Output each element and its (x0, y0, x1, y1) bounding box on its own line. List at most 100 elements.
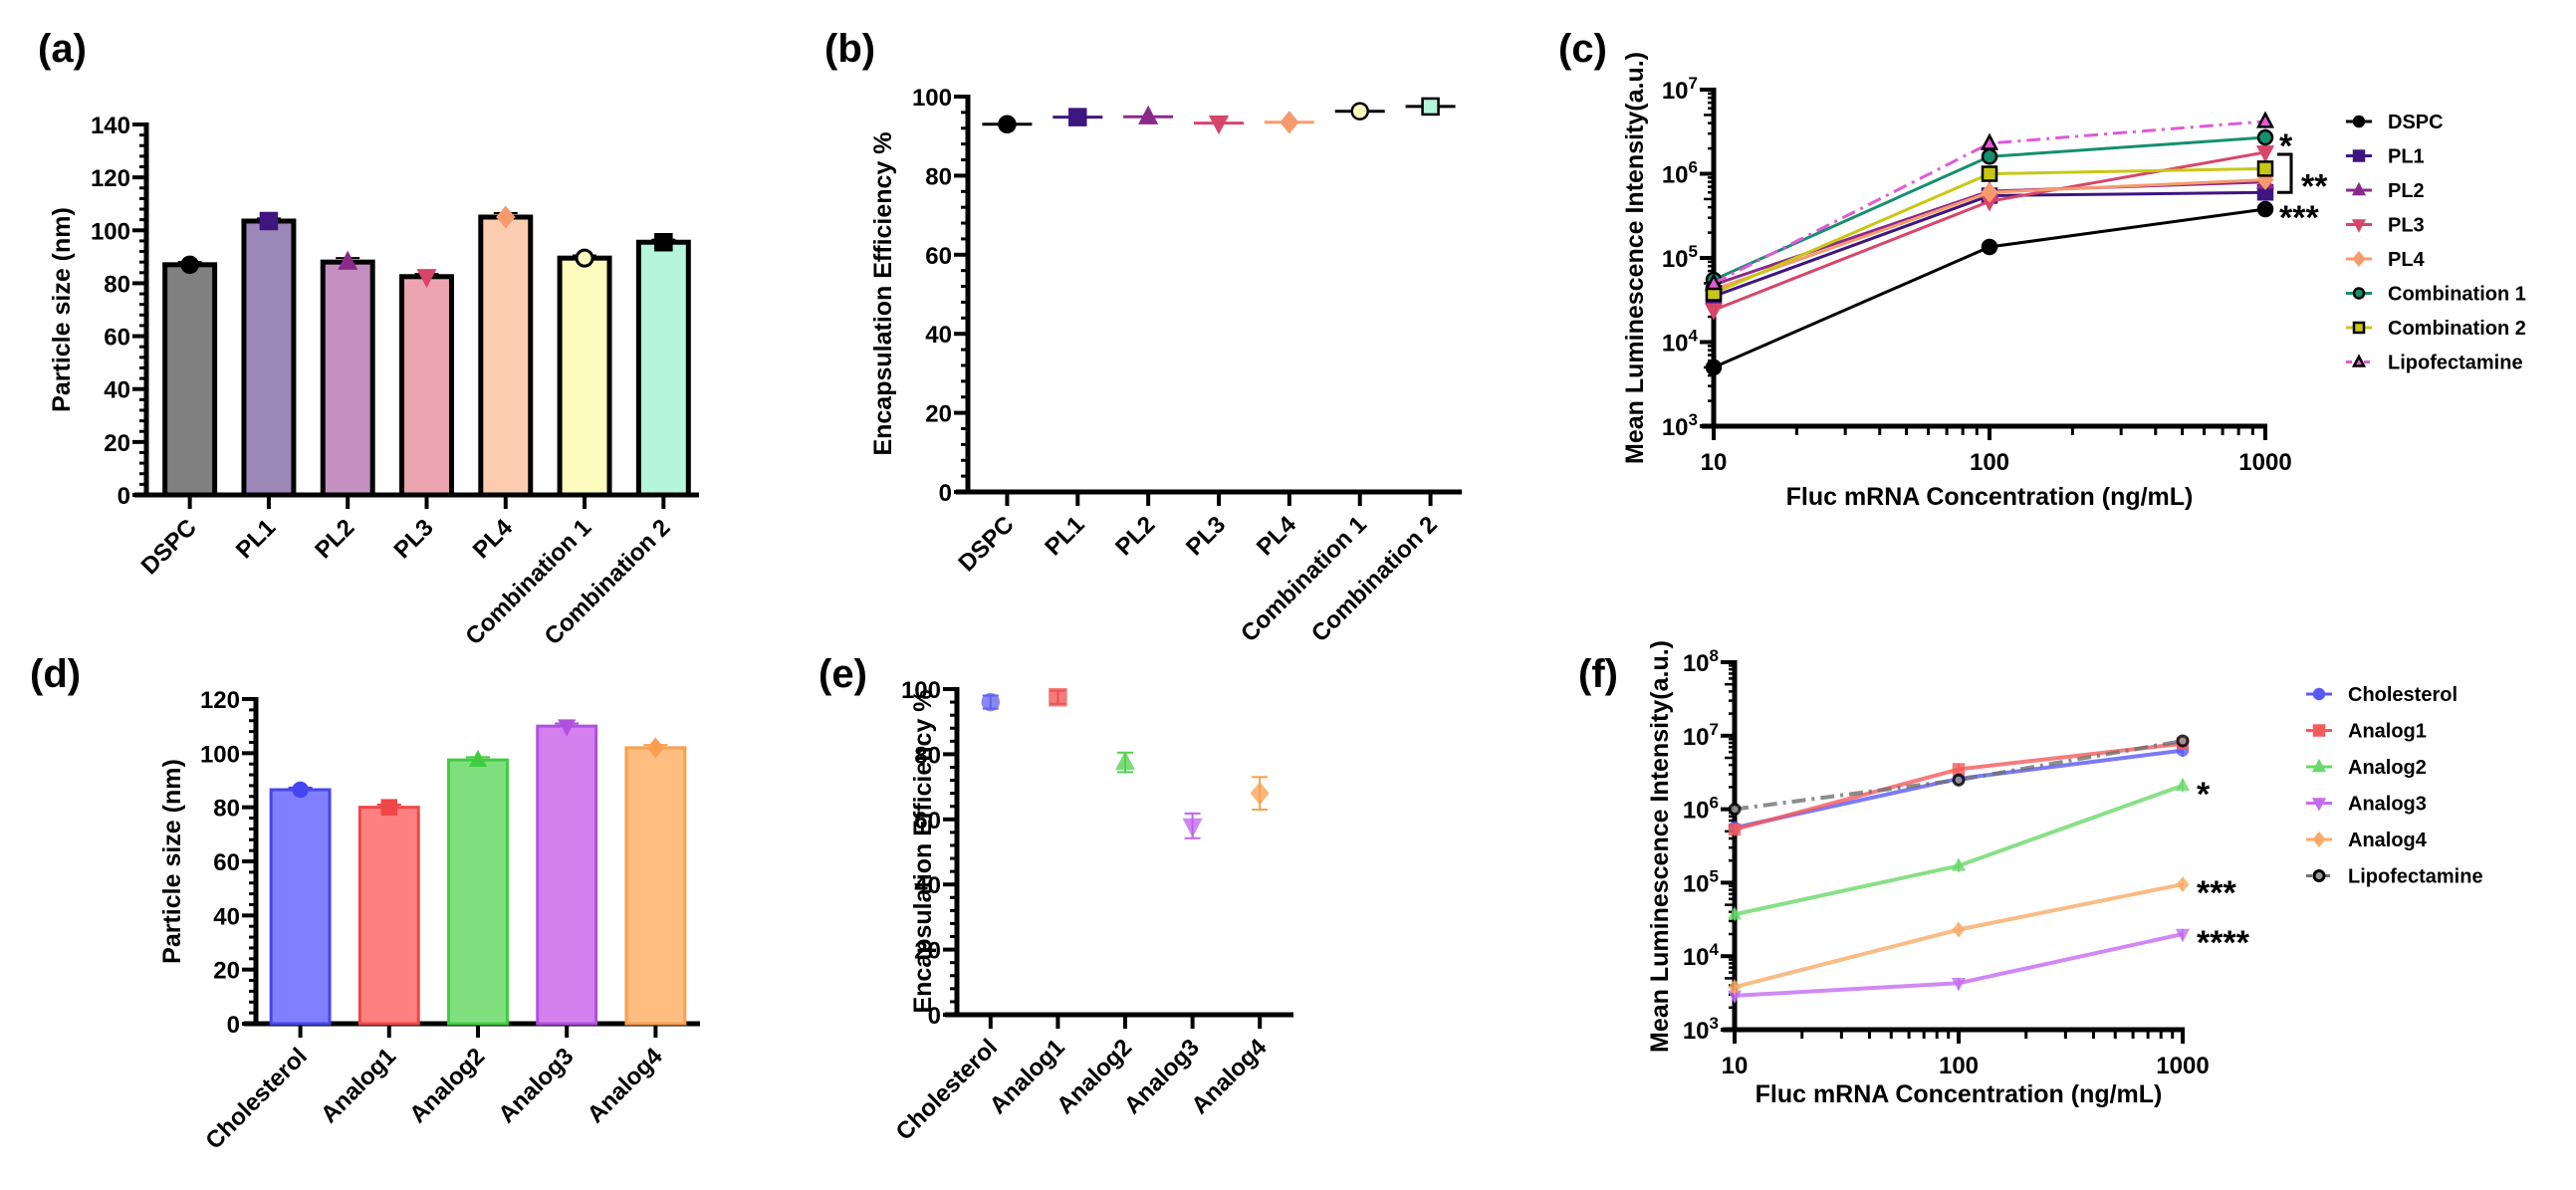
y-tick-label: 104 (1683, 940, 1720, 971)
data-marker (180, 255, 199, 275)
series-analog3 (1727, 928, 2191, 1005)
data-point (1951, 857, 1967, 871)
legend-marker (2312, 687, 2326, 701)
data-marker (380, 799, 398, 816)
series-analog4 (1728, 876, 2190, 996)
bar (478, 214, 534, 498)
y-tick-label: 120 (200, 687, 240, 714)
data-point (981, 692, 1001, 712)
panel-a: (a) 0 20 40 60 80 100 120 140 Particle size (nm) D… (38, 27, 699, 650)
y-tick-label: 80 (925, 163, 952, 190)
data-point (1728, 803, 1742, 817)
bar (624, 746, 687, 1026)
data-point (1114, 751, 1136, 771)
y-tick-label: 107 (1662, 74, 1698, 105)
data-point (1728, 979, 1742, 996)
x-tick-label: PL2 (310, 514, 359, 564)
legend-marker (2352, 251, 2366, 267)
panel-label: (c) (1558, 27, 1607, 71)
data-point (1981, 165, 1998, 182)
data-point (2255, 111, 2275, 128)
panel-c: (c) 103 104 105 106 107 10 100 1000 Fluc mRNA Con… (1558, 27, 2526, 511)
data-point (1727, 906, 1743, 920)
y-tick-label: 20 (925, 401, 952, 428)
panel-label: (f) (1578, 652, 1618, 696)
data-marker (654, 232, 673, 252)
y-tick-label: 0 (928, 1003, 941, 1030)
legend-label: DSPC (2388, 112, 2444, 133)
y-tick-label: 20 (104, 430, 130, 457)
y-tick-label: 60 (914, 808, 941, 834)
series-line (1734, 741, 2184, 832)
data-marker (259, 211, 279, 231)
data-point (2175, 928, 2191, 943)
y-tick-label: 105 (1662, 242, 1698, 273)
series-line (1734, 783, 2184, 917)
y-tick-label: 20 (914, 938, 941, 965)
data-marker (646, 737, 665, 759)
y-axis-label: Mean Luminescence Intensity(a.u.) (1646, 640, 1674, 1053)
legend-label: Combination 1 (2388, 284, 2526, 306)
y-tick-label: 104 (1662, 327, 1699, 357)
data-point (1952, 921, 1966, 938)
data-point (1350, 102, 1369, 120)
x-tick-label: PL3 (1181, 511, 1231, 561)
panel-label: (b) (824, 27, 875, 71)
x-tick-label: PL1 (231, 514, 281, 564)
panel-label: (e) (819, 652, 867, 696)
y-axis-label: Particle size (nm) (48, 207, 76, 412)
x-tick-label: PL3 (389, 514, 439, 564)
series-line (1713, 207, 2266, 369)
x-tick-label: 1000 (2238, 449, 2291, 476)
data-marker (468, 749, 488, 767)
x-tick-label: Analog1 (316, 1043, 401, 1128)
x-tick-label: DSPC (953, 511, 1019, 577)
x-tick-label: Analog2 (404, 1043, 490, 1128)
y-tick-label: 103 (1662, 410, 1698, 441)
data-point (1421, 97, 1440, 117)
y-tick-label: 106 (1683, 794, 1719, 825)
data-point (1705, 358, 1723, 376)
legend-marker (2352, 149, 2366, 162)
x-tick-label: PL2 (1110, 511, 1160, 561)
data-point (1208, 115, 1230, 135)
y-tick-label: 140 (91, 113, 130, 139)
x-tick-label: 1000 (2156, 1053, 2209, 1079)
bar (635, 239, 691, 498)
legend-marker (2351, 181, 2367, 196)
panel-label: (a) (38, 27, 87, 71)
legend-label: Analog2 (2348, 757, 2427, 779)
data-point (1182, 818, 1203, 837)
y-tick-label: 105 (1683, 866, 1719, 897)
series-lipofectamine (1728, 734, 2190, 817)
data-point (1952, 763, 1966, 776)
y-tick-label: 60 (213, 849, 240, 876)
data-point (2256, 160, 2274, 177)
data-point (998, 115, 1017, 134)
data-point (1981, 238, 1998, 256)
data-point (1049, 687, 1067, 707)
legend-marker (2351, 219, 2367, 233)
y-tick-label: 0 (227, 1012, 240, 1039)
x-tick-label: Cholesterol (200, 1043, 312, 1154)
legend-label: Lipofectamine (2348, 866, 2483, 888)
y-axis-label: Mean Luminescence Intensity(a.u.) (1621, 52, 1649, 464)
data-point (2175, 777, 2191, 792)
bar (536, 724, 598, 1026)
data-point (2256, 128, 2274, 146)
legend-marker (2311, 798, 2327, 812)
data-point (1728, 823, 1742, 836)
legend-label: PL4 (2388, 249, 2426, 271)
y-tick-label: 60 (104, 325, 130, 352)
panel-b: (b) 0 20 40 60 80 100 Encapsulation Efficiency … (824, 27, 1462, 647)
legend-label: Cholesterol (2348, 684, 2458, 706)
data-point (1068, 108, 1087, 126)
x-tick-label: PL1 (1040, 511, 1089, 561)
data-point (1980, 132, 1999, 150)
data-point (1250, 782, 1270, 806)
y-tick-label: 80 (914, 742, 941, 769)
bar (447, 758, 509, 1026)
legend-label: Analog1 (2348, 721, 2427, 743)
